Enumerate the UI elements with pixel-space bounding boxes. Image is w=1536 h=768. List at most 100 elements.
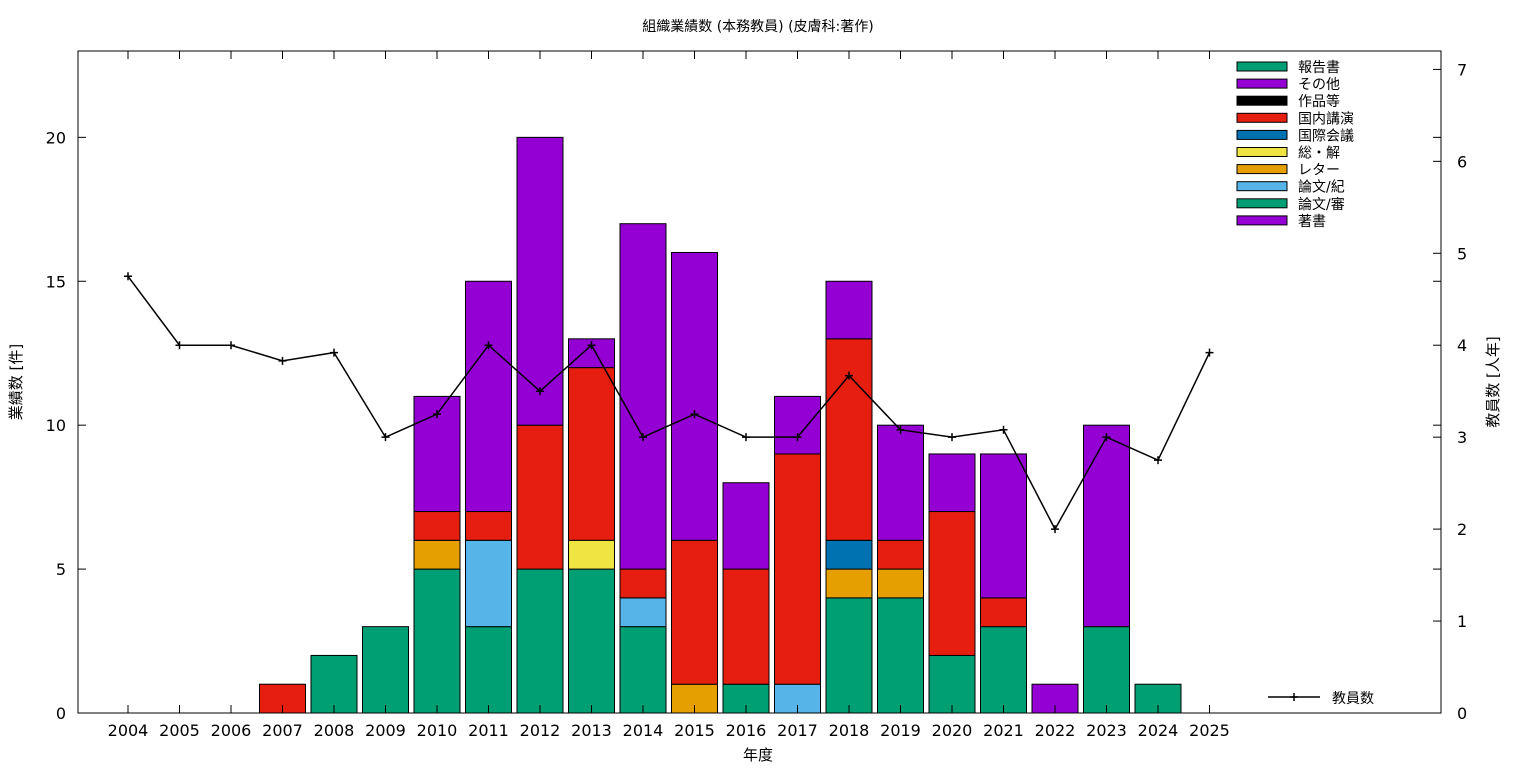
y2-tick-label-7: 7: [1457, 60, 1467, 79]
x-tick-label-2009: 2009: [365, 721, 406, 740]
x-tick-label-2010: 2010: [417, 721, 458, 740]
legend-swatch-1: [1236, 78, 1288, 89]
legend-label-3: 国内講演: [1298, 111, 1354, 127]
legend-swatch-4: [1236, 129, 1288, 140]
y2-tick-label-4: 4: [1457, 336, 1467, 355]
bar-2016-series-9: [722, 482, 770, 570]
legend-swatch-9: [1236, 215, 1288, 226]
chart-title: 組織業績数 (本務教員) (皮膚科:著作): [642, 19, 873, 35]
bar-2014-series-9: [619, 223, 667, 570]
bar-2015-series-9: [671, 251, 718, 541]
bar-2023-series-8: [1083, 626, 1130, 714]
bar-2010-series-6: [413, 539, 461, 570]
x-tick-label-2004: 2004: [108, 721, 149, 740]
legend-label-2: 作品等: [1298, 93, 1340, 110]
bar-2018-series-8: [825, 597, 873, 714]
y2-tick-label-6: 6: [1457, 152, 1467, 171]
y2-tick-label-3: 3: [1457, 428, 1467, 447]
legend-swatch-6: [1236, 164, 1288, 175]
bar-2014-series-7: [619, 597, 667, 628]
bar-2010-series-8: [413, 568, 461, 714]
bar-2021-series-3: [980, 597, 1027, 628]
line-point-2006: [227, 341, 235, 350]
bar-2014-series-8: [619, 626, 667, 714]
line-point-2021: [999, 425, 1008, 434]
legend-label-0: 報告書: [1298, 60, 1340, 76]
y-tick-label-15: 15: [46, 272, 66, 291]
legend-label-9: 著書: [1298, 214, 1326, 230]
legend-line-marker: [1290, 693, 1298, 701]
line-point-2009: [381, 433, 390, 442]
x-tick-label-2023: 2023: [1086, 721, 1127, 740]
bar-2010-series-3: [413, 511, 461, 541]
legend-swatch-0: [1236, 61, 1288, 72]
line-point-2016: [742, 433, 750, 442]
bar-2019-series-6: [877, 568, 924, 599]
legend-swatch-8: [1236, 198, 1288, 209]
x-tick-label-2015: 2015: [674, 721, 715, 740]
line-point-2010: [433, 410, 441, 419]
x-tick-label-2014: 2014: [623, 721, 664, 740]
legend-swatch-2: [1236, 95, 1288, 106]
bar-2020-series-8: [928, 654, 976, 714]
y2-tick-label-1: 1: [1457, 612, 1467, 631]
bar-2009-series-0: [362, 626, 409, 714]
bar-2012-series-9: [516, 136, 564, 426]
bar-2021-series-8: [980, 626, 1027, 714]
bar-2017-series-3: [774, 453, 821, 685]
y-tick-label-20: 20: [46, 128, 66, 147]
x-tick-label-2008: 2008: [314, 721, 355, 740]
bar-2011-series-8: [465, 626, 512, 714]
bar-2023-series-9: [1083, 424, 1130, 628]
legend-label-7: 論文/紀: [1298, 180, 1345, 196]
line-point-2004: [124, 272, 132, 281]
legend-swatch-3: [1236, 112, 1288, 123]
bar-2011-series-9: [465, 280, 512, 513]
bar-2019-series-8: [877, 597, 924, 714]
y-axis-label: 業績数 [件]: [7, 344, 25, 420]
legend-label-6: レター: [1298, 163, 1340, 179]
x-tick-label-2012: 2012: [520, 721, 561, 740]
line-point-2008: [330, 348, 338, 357]
y2-axis-label: 教員数 [人年]: [1484, 336, 1502, 427]
x-tick-label-2022: 2022: [1035, 721, 1076, 740]
y-tick-label-10: 10: [46, 416, 66, 435]
legend-swatch-5: [1236, 147, 1288, 157]
bar-2013-series-3: [568, 367, 615, 541]
x-tick-label-2011: 2011: [468, 721, 509, 740]
y-tick-label-5: 5: [56, 560, 66, 579]
line-series: [127, 275, 1211, 531]
line-point-2020: [948, 433, 956, 442]
legend-label-line: 教員数: [1332, 691, 1374, 707]
line-point-2023: [1102, 433, 1111, 442]
x-tick-label-2024: 2024: [1138, 721, 1179, 740]
axes-layer: 0 5 10 15 20 0 1 2 3 4 5 6 7 2004 2005 2006 2007 2008 2009…: [46, 51, 1467, 740]
line-point-2025: [1205, 348, 1214, 357]
bar-2011-series-3: [465, 511, 512, 541]
bar-2016-series-3: [722, 568, 770, 685]
bar-2021-series-9: [980, 453, 1027, 599]
legend-label-5: 総・解: [1298, 146, 1340, 162]
bar-2014-series-3: [619, 568, 667, 599]
line-point-2012: [536, 387, 544, 396]
bar-2008-series-0: [310, 654, 358, 714]
plot-frame: [77, 50, 1442, 714]
line-point-2005: [175, 341, 184, 350]
bar-2019-series-9: [877, 424, 924, 541]
x-tick-label-2021: 2021: [983, 721, 1024, 740]
bar-2015-series-3: [671, 539, 718, 685]
line-point-2013: [587, 341, 596, 350]
x-tick-label-2013: 2013: [571, 721, 612, 740]
bar-2017-series-9: [774, 395, 821, 455]
line-point-2024: [1154, 456, 1162, 465]
bar-2012-series-8: [516, 568, 564, 714]
bar-2011-series-7: [465, 539, 512, 628]
y-tick-label-0: 0: [56, 704, 66, 723]
line-layer: [124, 272, 1214, 534]
line-point-2014: [639, 433, 647, 442]
bar-2013-series-5: [568, 539, 615, 570]
x-tick-label-2020: 2020: [932, 721, 973, 740]
line-point-2015: [690, 410, 699, 419]
y2-tick-label-0: 0: [1457, 704, 1467, 723]
